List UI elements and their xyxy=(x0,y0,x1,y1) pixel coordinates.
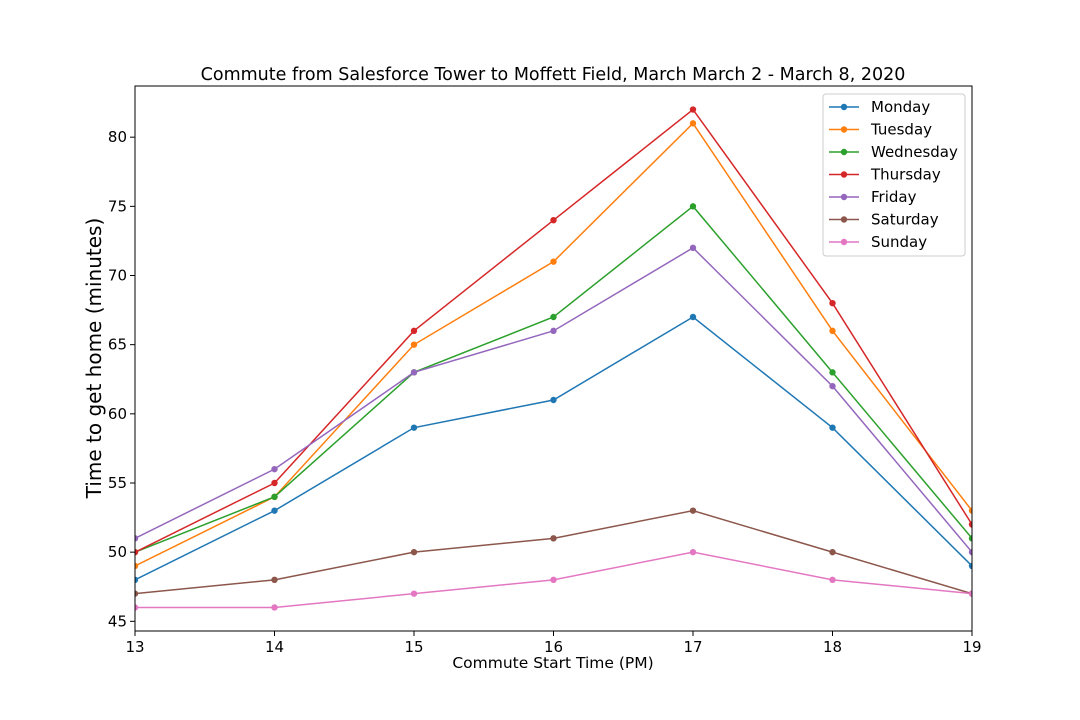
data-point xyxy=(829,299,836,307)
data-point xyxy=(410,327,418,335)
data-point xyxy=(550,216,557,224)
y-tick-label: 80 xyxy=(108,128,127,146)
data-point xyxy=(550,576,557,584)
series-thursday xyxy=(135,106,972,556)
data-point xyxy=(410,369,418,376)
data-point xyxy=(689,244,697,252)
legend-label: Friday xyxy=(871,188,917,206)
y-tick-label: 70 xyxy=(108,267,127,285)
data-point xyxy=(271,604,278,611)
legend-item-saturday: Saturday xyxy=(829,211,939,229)
data-point xyxy=(410,590,418,597)
legend-label: Sunday xyxy=(871,233,927,251)
x-tick-label: 16 xyxy=(544,638,563,656)
legend-item-thursday: Thursday xyxy=(829,166,941,184)
x-axis: 13 14 15 16 17 18 19 xyxy=(125,631,982,656)
series-layer xyxy=(135,106,972,611)
data-point xyxy=(135,576,139,584)
x-tick-label: 18 xyxy=(823,638,842,656)
chart-title: Commute from Salesforce Tower to Moffett… xyxy=(201,65,906,85)
y-axis-label: Time to get home (minutes) xyxy=(82,218,106,500)
legend-swatch-marker xyxy=(840,216,848,223)
data-point xyxy=(829,424,836,431)
y-tick-label: 75 xyxy=(108,197,127,215)
data-point xyxy=(689,120,697,127)
y-tick-label: 55 xyxy=(108,474,127,492)
data-point xyxy=(271,576,278,584)
data-point xyxy=(968,507,972,514)
data-point xyxy=(135,535,139,542)
legend-swatch-marker xyxy=(840,171,848,178)
data-point xyxy=(829,369,836,376)
data-point xyxy=(689,106,697,113)
x-tick-label: 19 xyxy=(962,638,981,656)
legend-item-sunday: Sunday xyxy=(829,233,927,251)
legend: Monday Tuesday Wednesday Thursday Friday Satu… xyxy=(822,93,966,257)
x-tick-label: 17 xyxy=(683,638,702,656)
legend-box xyxy=(822,93,966,257)
series-line-wednesday xyxy=(135,205,972,553)
data-point xyxy=(550,535,557,542)
data-point xyxy=(135,548,139,556)
x-tick-label: 14 xyxy=(265,638,284,656)
data-point xyxy=(968,562,972,570)
y-axis: 45 50 55 60 65 70 75 80 xyxy=(108,128,135,630)
y-tick-label: 60 xyxy=(108,405,127,423)
data-point xyxy=(271,507,278,514)
data-point xyxy=(271,479,278,487)
data-point xyxy=(829,548,836,556)
data-point xyxy=(829,576,836,584)
legend-swatch-marker xyxy=(840,103,848,111)
x-tick-label: 13 xyxy=(125,638,144,656)
legend-item-friday: Friday xyxy=(829,188,917,206)
data-point xyxy=(271,465,278,473)
series-monday xyxy=(135,313,972,584)
legend-swatch-marker xyxy=(840,126,848,133)
data-point xyxy=(410,341,418,348)
x-tick-label: 15 xyxy=(404,638,423,656)
legend-label: Monday xyxy=(871,98,930,116)
data-point xyxy=(689,313,697,321)
data-point xyxy=(968,548,972,556)
legend-label: Saturday xyxy=(871,211,939,229)
y-tick-label: 50 xyxy=(108,543,127,561)
data-point xyxy=(550,313,557,321)
data-point xyxy=(135,562,139,570)
data-point xyxy=(968,590,972,597)
legend-swatch-marker xyxy=(840,148,848,156)
data-point xyxy=(410,548,418,556)
series-sunday xyxy=(135,548,972,611)
x-axis-label: Commute Start Time (PM) xyxy=(452,654,653,672)
series-friday xyxy=(135,244,972,556)
legend-swatch-marker xyxy=(840,238,848,246)
data-point xyxy=(135,590,139,597)
data-point xyxy=(550,396,557,404)
data-point xyxy=(829,327,836,335)
legend-swatch-marker xyxy=(840,193,848,201)
legend-label: Wednesday xyxy=(871,143,958,161)
data-point xyxy=(271,493,278,501)
data-point xyxy=(829,382,836,390)
data-point xyxy=(968,535,972,542)
data-point xyxy=(689,548,697,556)
legend-label: Thursday xyxy=(870,166,941,184)
legend-items: Monday Tuesday Wednesday Thursday Friday Satu… xyxy=(829,98,958,251)
series-saturday xyxy=(135,507,972,597)
data-point xyxy=(135,604,139,611)
data-point xyxy=(410,424,418,431)
y-tick-label: 45 xyxy=(108,612,127,630)
data-point xyxy=(689,507,697,514)
data-point xyxy=(550,327,557,335)
y-tick-label: 65 xyxy=(108,336,127,354)
data-point xyxy=(689,203,697,210)
data-point xyxy=(968,521,972,528)
legend-item-tuesday: Tuesday xyxy=(829,121,932,139)
data-point xyxy=(550,258,557,265)
legend-item-monday: Monday xyxy=(829,98,930,116)
legend-item-wednesday: Wednesday xyxy=(829,143,958,161)
legend-label: Tuesday xyxy=(870,121,932,139)
